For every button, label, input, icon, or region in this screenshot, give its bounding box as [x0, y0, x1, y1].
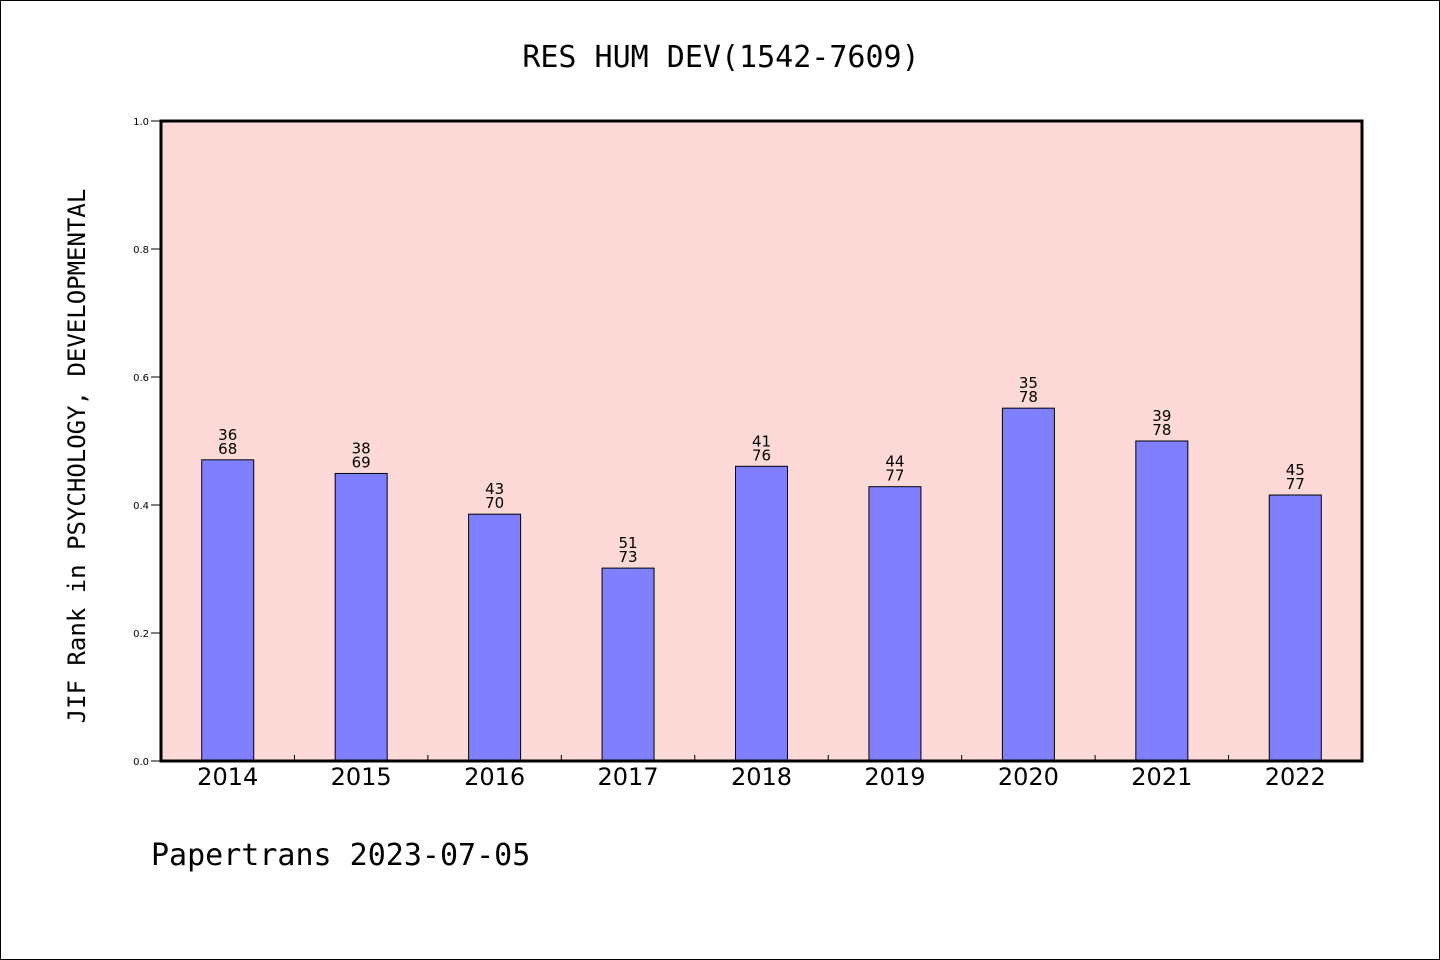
bar-2016: [468, 513, 522, 762]
bar-2017: [601, 567, 655, 762]
footer-stamp: Papertrans 2023-07-05: [151, 838, 530, 873]
bar-2021: [1135, 440, 1189, 762]
y-tick-label: 0.4: [133, 501, 149, 512]
x-tick-label: 2018: [731, 763, 792, 791]
y-tick-label: 0.8: [133, 245, 149, 256]
x-tick-label: 2017: [598, 763, 659, 791]
y-tick-label: 0.2: [133, 629, 149, 640]
x-tick-label: 2016: [464, 763, 525, 791]
y-tick-label: 0.6: [133, 373, 149, 384]
x-tick-label: 2022: [1265, 763, 1326, 791]
bars-layer: [201, 407, 1322, 762]
bar-label-rank: 35: [1019, 374, 1038, 392]
bar-label-total: 69: [352, 453, 371, 471]
bar-label-total: 78: [1019, 388, 1038, 406]
bar-label-rank: 36: [218, 426, 237, 444]
plot-border: [159, 119, 1364, 763]
bar-label-total: 77: [885, 467, 904, 485]
bar-label-total: 70: [485, 494, 504, 512]
y-tick-label: 1.0: [133, 117, 149, 128]
bar-label-rank: 43: [485, 480, 504, 498]
bar-2018: [735, 465, 788, 762]
y-axis: 0.0 0.2 0.4 0.6 0.8 1.0: [133, 117, 161, 768]
y-axis-label: JIF Rank in PSYCHOLOGY, DEVELOPMENTAL: [63, 189, 91, 724]
bar-label-rank: 41: [752, 432, 771, 450]
bar-label-total: 78: [1152, 421, 1171, 439]
bar-label-total: 68: [218, 440, 237, 458]
bar-2019: [868, 486, 922, 762]
bar-label-total: 76: [752, 446, 771, 464]
bar-label-rank: 45: [1286, 461, 1305, 479]
bar-label-total: 73: [619, 548, 638, 566]
x-tick-label: 2015: [331, 763, 392, 791]
bar-2022: [1268, 494, 1322, 762]
x-tick-label: 2019: [864, 763, 925, 791]
bar-2015: [334, 472, 388, 762]
bar-label-rank: 51: [619, 534, 638, 552]
x-tick-label: 2021: [1131, 763, 1192, 791]
bar-2020: [1001, 407, 1055, 762]
bar-label-total: 77: [1286, 475, 1305, 493]
x-tick-label: 2014: [197, 763, 258, 791]
bar-label-rank: 44: [885, 453, 904, 471]
bar-2014: [201, 459, 255, 762]
x-axis: 2014 2015 2016 2017 2018 2019 2020 2021 2022: [197, 755, 1326, 791]
x-tick-label: 2020: [998, 763, 1059, 791]
y-tick-label: 0.0: [133, 757, 149, 768]
bar-label-rank: 38: [352, 439, 371, 457]
chart-title: RES HUM DEV(1542-7609): [522, 40, 919, 75]
bar-label-rank: 39: [1152, 407, 1171, 425]
